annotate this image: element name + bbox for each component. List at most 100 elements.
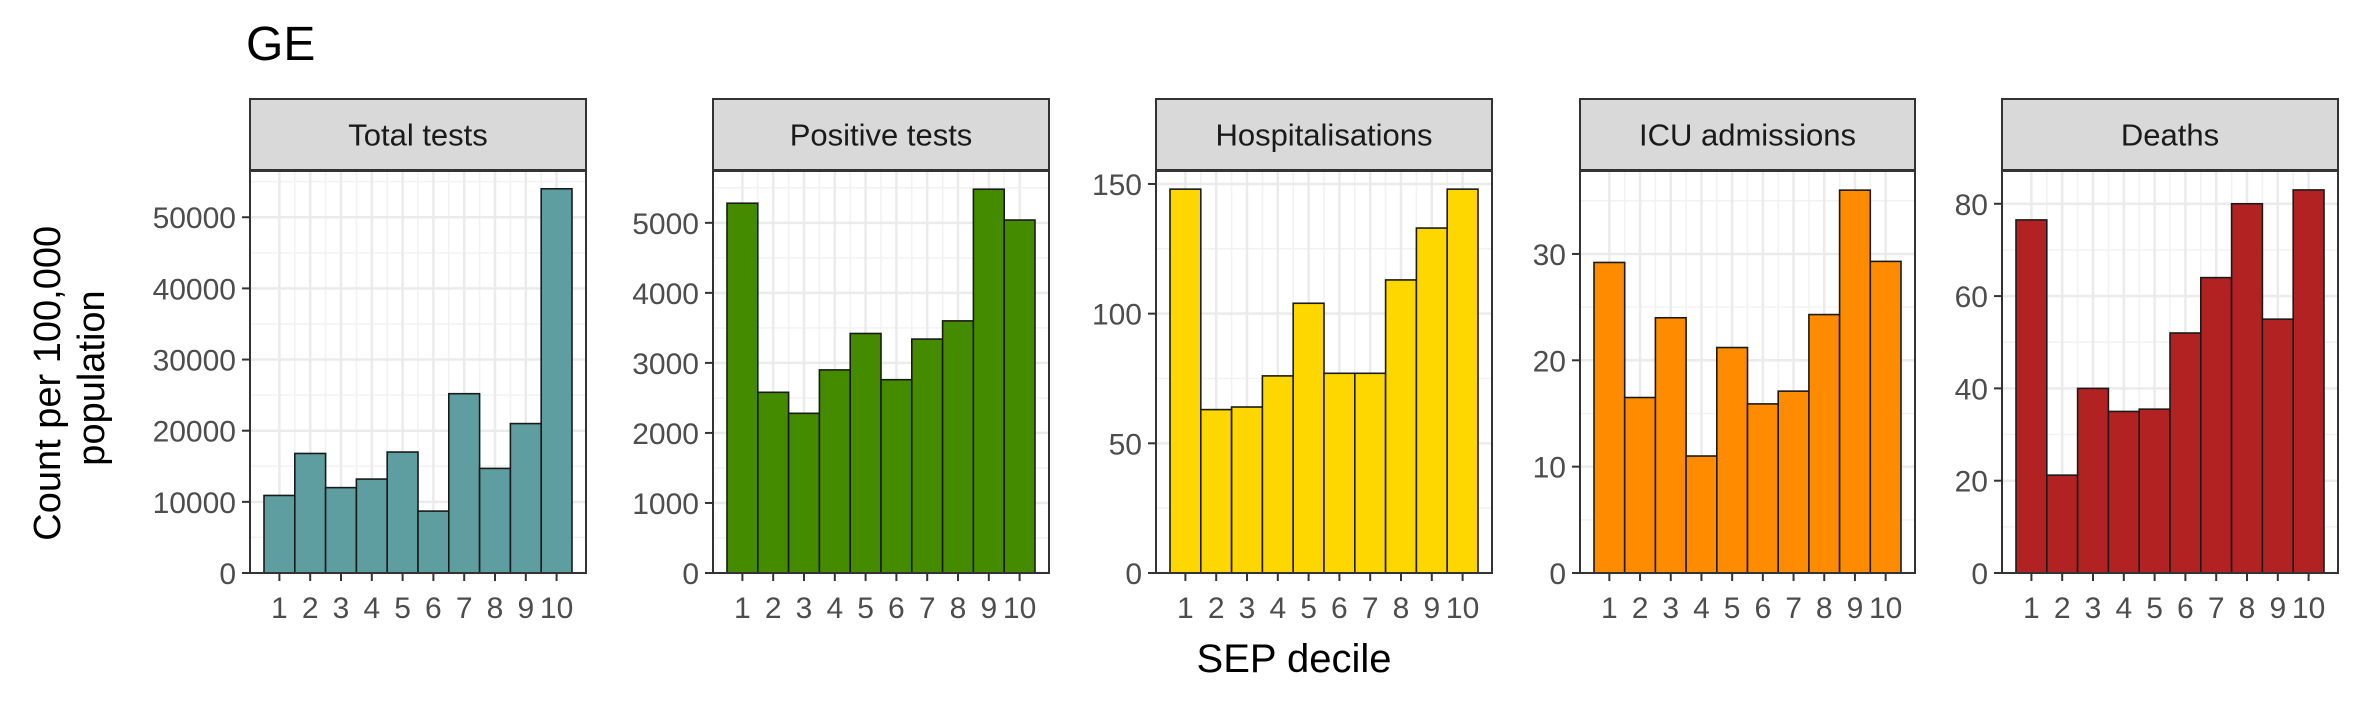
bar-icu-admissions-decile-6: [1746, 403, 1780, 574]
x-tick-label: 6: [1755, 592, 1772, 625]
bar-positive-tests-decile-3: [787, 412, 821, 574]
x-tick-label: 3: [1662, 592, 1679, 625]
bar-deaths-decile-6: [2169, 332, 2202, 574]
bar-hospitalisations-decile-4: [1261, 375, 1295, 574]
x-tick-label: 10: [1446, 592, 1479, 625]
y-tick-label: 30000: [153, 345, 236, 378]
x-tick-label: 8: [2239, 592, 2256, 625]
x-tick-label: 3: [333, 592, 350, 625]
x-tick-label: 9: [1423, 592, 1440, 625]
panel-hospitalisations: Hospitalisations 0 50 100 150 1 2 3 4 5 6 7 8 9 10: [1092, 98, 1493, 625]
x-tick-label: 7: [919, 592, 936, 625]
x-tick-label: 10: [2292, 592, 2325, 625]
bar-icu-admissions-decile-7: [1777, 390, 1810, 574]
facet-title: Total tests: [348, 118, 488, 153]
bar-deaths-decile-5: [2138, 408, 2171, 574]
x-tick-label: 1: [734, 592, 751, 625]
x-tick-label: 7: [456, 592, 473, 625]
y-tick-label: 50000: [153, 202, 236, 235]
x-tick-label: 8: [487, 592, 504, 625]
facet-strip: [2001, 98, 2339, 171]
bar-total-tests-decile-8: [478, 467, 512, 574]
bar-hospitalisations-decile-1: [1169, 188, 1202, 574]
y-tick-label: 150: [1092, 169, 1142, 202]
bar-total-tests-decile-6: [417, 510, 450, 574]
x-tick-label: 8: [950, 592, 967, 625]
facet-title: ICU admissions: [1639, 118, 1856, 153]
bar-hospitalisations-decile-8: [1384, 279, 1418, 574]
bar-deaths-decile-2: [2046, 474, 2079, 574]
bar-hospitalisations-decile-6: [1323, 372, 1356, 574]
y-tick-label: 20: [1955, 466, 1988, 499]
x-tick-label: 2: [1208, 592, 1225, 625]
y-tick-label: 2000: [632, 418, 699, 451]
x-tick-label: 9: [2269, 592, 2286, 625]
bar-deaths-decile-7: [2200, 276, 2233, 574]
bar-positive-tests-decile-9: [972, 188, 1006, 574]
x-tick-label: 2: [765, 592, 782, 625]
bar-positive-tests-decile-2: [756, 391, 790, 574]
facet-strip: [712, 98, 1050, 171]
bar-hospitalisations-decile-7: [1354, 372, 1387, 574]
bar-total-tests-decile-1: [263, 494, 296, 574]
bar-positive-tests-decile-1: [726, 202, 759, 574]
bar-total-tests-decile-3: [324, 486, 358, 574]
panel-deaths: Deaths 0 20 40 60 80 1 2 3 4 5 6 7 8 9 10: [1955, 98, 2339, 625]
x-tick-label: 4: [2115, 592, 2132, 625]
x-tick-label: 2: [2054, 592, 2071, 625]
panel-total-tests: Total tests 0 10000 20000 30000 40000 50000 1 2 3…: [153, 98, 587, 625]
x-tick-label: 10: [540, 592, 573, 625]
bar-hospitalisations-decile-9: [1415, 227, 1449, 574]
bar-positive-tests-decile-10: [1003, 219, 1036, 574]
x-tick-label: 8: [1816, 592, 1833, 625]
y-axis-label-line-2: population: [71, 290, 113, 465]
x-tick-label: 2: [302, 592, 319, 625]
x-tick-label: 4: [363, 592, 380, 625]
bar-icu-admissions-decile-8: [1808, 313, 1841, 574]
bar-total-tests-decile-4: [355, 478, 388, 574]
y-tick-label: 50: [1109, 428, 1142, 461]
y-axis-label: Count per 100,000 population: [27, 215, 113, 540]
y-tick-label: 40: [1955, 373, 1988, 406]
x-tick-label: 1: [1177, 592, 1194, 625]
y-tick-label: 4000: [632, 278, 699, 311]
y-tick-label: 1000: [632, 488, 699, 521]
bar-positive-tests-decile-8: [941, 320, 975, 574]
facet-title: Hospitalisations: [1215, 118, 1432, 153]
y-tick-label: 0: [1971, 558, 1988, 591]
y-tick-label: 20: [1533, 345, 1566, 378]
figure-title: GE: [246, 18, 315, 71]
facet-strip: [1155, 98, 1493, 171]
y-axis-label-line-1: Count per 100,000: [27, 226, 69, 541]
y-tick-label: 0: [1549, 558, 1566, 591]
bar-total-tests-decile-7: [447, 392, 481, 574]
x-tick-label: 1: [271, 592, 288, 625]
bar-deaths-decile-3: [2076, 387, 2110, 574]
x-axis-label: SEP decile: [1197, 637, 1392, 681]
x-tick-label: 3: [1239, 592, 1256, 625]
y-tick-label: 0: [1125, 558, 1142, 591]
y-tick-label: 40000: [153, 273, 236, 306]
x-tick-label: 5: [394, 592, 411, 625]
facet-title: Positive tests: [790, 118, 973, 153]
x-tick-label: 5: [2146, 592, 2163, 625]
bar-deaths-decile-4: [2107, 410, 2140, 574]
bar-total-tests-decile-10: [540, 187, 573, 574]
x-tick-label: 9: [1847, 592, 1864, 625]
y-tick-label: 60: [1955, 281, 1988, 314]
x-tick-label: 7: [1362, 592, 1379, 625]
bar-total-tests-decile-2: [293, 452, 327, 574]
bar-deaths-decile-8: [2230, 202, 2264, 574]
x-tick-label: 4: [1693, 592, 1710, 625]
bar-icu-admissions-decile-10: [1869, 260, 1902, 574]
x-tick-label: 9: [517, 592, 534, 625]
x-tick-label: 4: [826, 592, 843, 625]
facet-strip: [1579, 98, 1916, 171]
x-tick-label: 4: [1269, 592, 1286, 625]
bar-icu-admissions-decile-2: [1623, 396, 1657, 574]
y-tick-label: 100: [1092, 299, 1142, 332]
x-tick-label: 5: [1300, 592, 1317, 625]
x-tick-label: 3: [2085, 592, 2102, 625]
